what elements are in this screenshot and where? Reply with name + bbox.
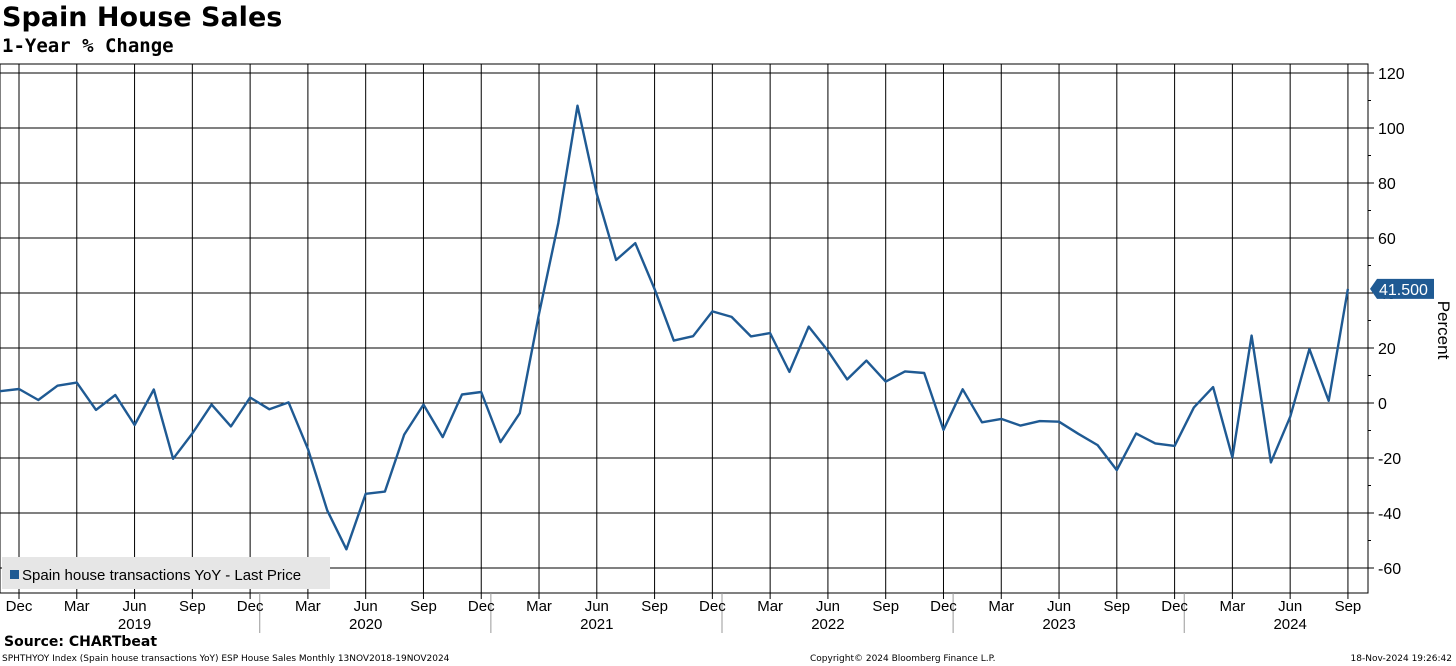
x-tick-label: Sep xyxy=(872,598,899,615)
y-axis-title: Percent xyxy=(1434,301,1453,360)
x-tick-label: Jun xyxy=(816,598,840,615)
year-label: 2024 xyxy=(1273,616,1306,633)
legend-box xyxy=(2,557,330,589)
x-tick-label: Dec xyxy=(699,598,726,615)
y-tick-label: -60 xyxy=(1378,561,1401,578)
legend-label: Spain house transactions YoY - Last Pric… xyxy=(22,567,301,584)
legend: Spain house transactions YoY - Last Pric… xyxy=(2,557,330,589)
series-line xyxy=(0,104,1350,551)
y-tick-label: 20 xyxy=(1378,341,1396,358)
x-tick-label: Mar xyxy=(757,598,783,615)
y-tick-label: 80 xyxy=(1378,176,1396,193)
y-tick-label: 100 xyxy=(1378,121,1405,138)
x-tick-label: Mar xyxy=(1219,598,1245,615)
year-label: 2023 xyxy=(1042,616,1075,633)
legend-swatch xyxy=(10,570,19,579)
x-tick-label: Mar xyxy=(64,598,90,615)
y-tick-label: 120 xyxy=(1378,66,1405,83)
x-tick-label: Dec xyxy=(6,598,33,615)
x-tick-label: Sep xyxy=(179,598,206,615)
y-tick-label: -20 xyxy=(1378,451,1401,468)
x-tick-label: Sep xyxy=(410,598,437,615)
x-tick-label: Jun xyxy=(354,598,378,615)
y-tick-label: -40 xyxy=(1378,506,1401,523)
last-value-badge: 41.500 xyxy=(1370,278,1434,299)
x-tick-label: Sep xyxy=(1335,598,1362,615)
plot-frame xyxy=(0,63,1369,594)
year-label: 2022 xyxy=(811,616,844,633)
x-tick-label: Dec xyxy=(237,598,264,615)
x-tick-label: Dec xyxy=(930,598,957,615)
timestamp: 18-Nov-2024 19:26:42 xyxy=(1350,654,1452,664)
x-tick-label: Jun xyxy=(122,598,146,615)
x-tick-label: Mar xyxy=(295,598,321,615)
x-tick-label: Sep xyxy=(641,598,668,615)
copyright-note: Copyright© 2024 Bloomberg Finance L.P. xyxy=(810,654,996,664)
year-label: 2021 xyxy=(580,616,613,633)
x-tick-label: Jun xyxy=(1278,598,1302,615)
x-tick-label: Sep xyxy=(1103,598,1130,615)
y-tick-label: 0 xyxy=(1378,396,1387,413)
x-tick-label: Mar xyxy=(988,598,1014,615)
x-tick-label: Jun xyxy=(585,598,609,615)
last-value-marker xyxy=(1370,278,1434,299)
x-tick-label: Dec xyxy=(1161,598,1188,615)
year-label: 2020 xyxy=(349,616,382,633)
chart-title: Spain House Sales xyxy=(2,2,283,33)
x-tick-label: Jun xyxy=(1047,598,1071,615)
year-label: 2019 xyxy=(118,616,151,633)
index-description: SPHTHYOY Index (Spain house transactions… xyxy=(2,654,450,664)
source-note: Source: CHARTbeat xyxy=(4,634,158,650)
last-value-label: 41.500 xyxy=(1379,282,1428,299)
x-tick-label: Dec xyxy=(468,598,495,615)
chart-subtitle: 1-Year % Change xyxy=(2,35,174,57)
x-tick-label: Mar xyxy=(526,598,552,615)
y-tick-label: 60 xyxy=(1378,231,1396,248)
